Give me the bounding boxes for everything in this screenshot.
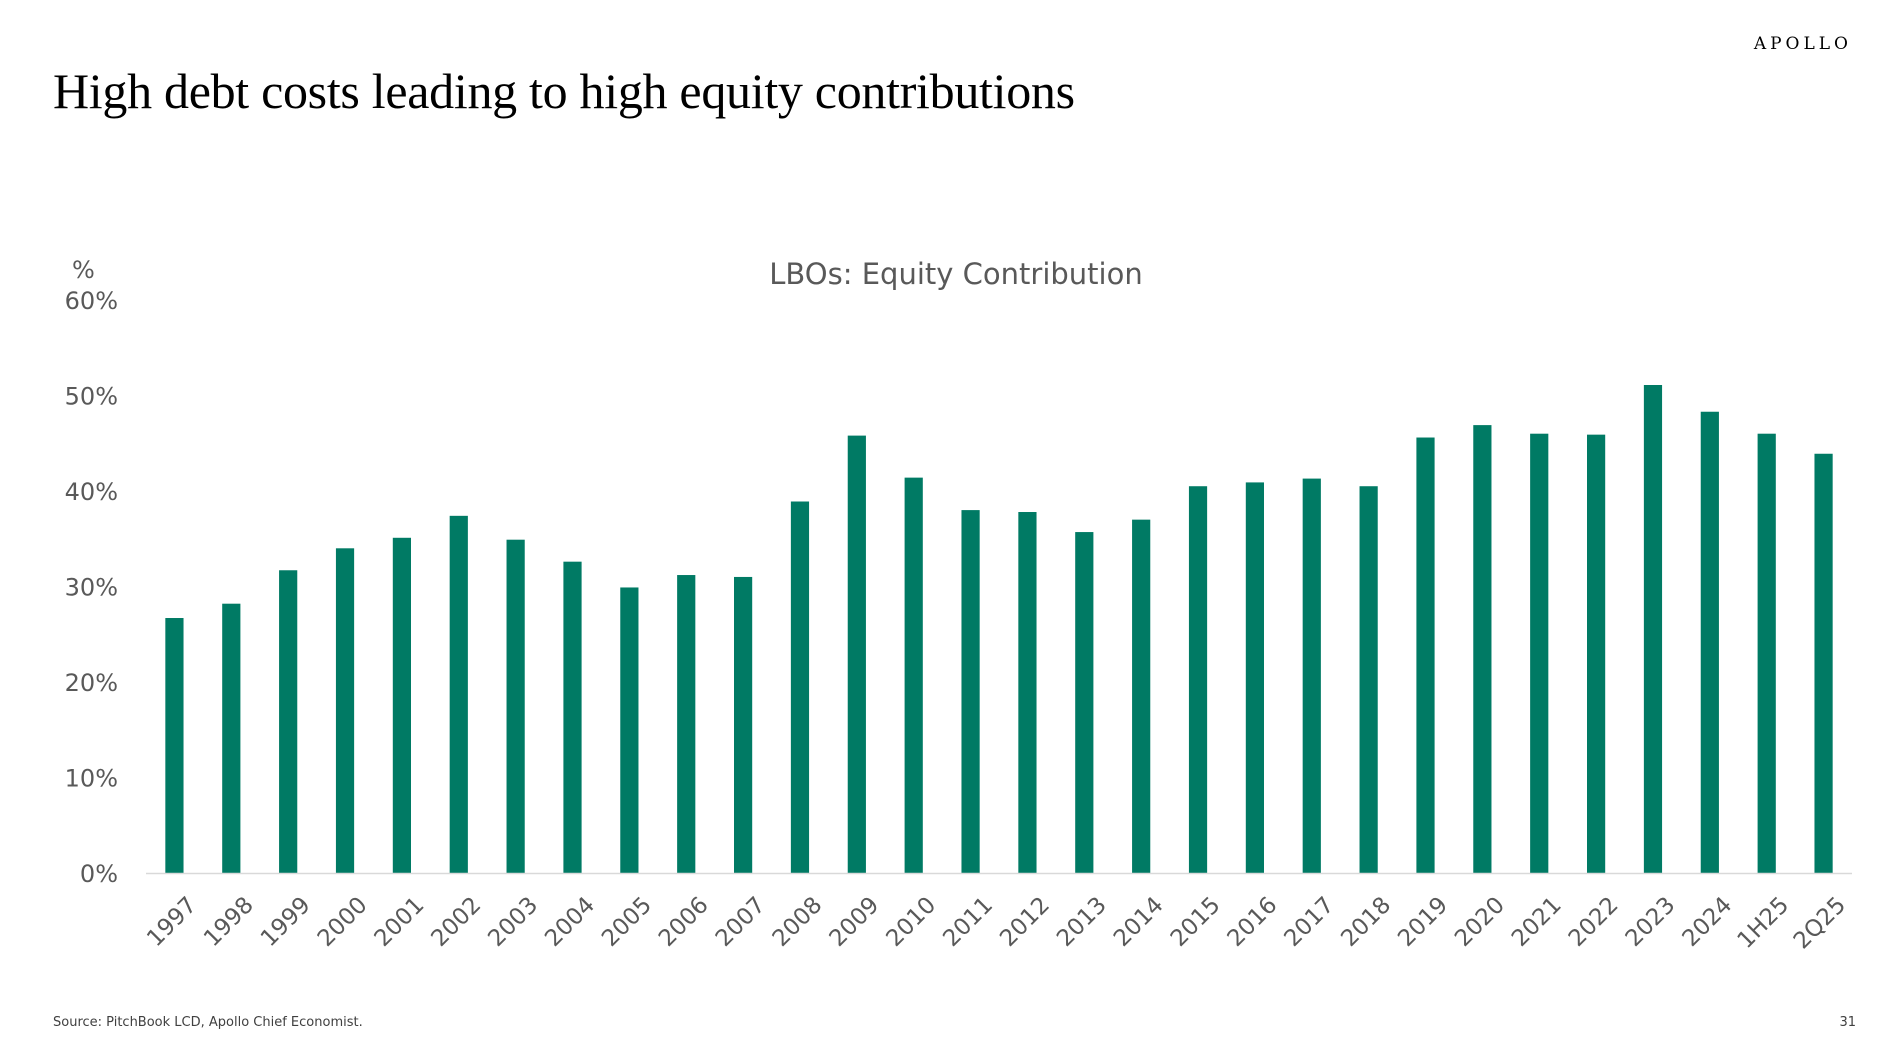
bar	[1700, 411, 1719, 873]
x-tick-label: 2016	[1223, 892, 1283, 952]
bar	[734, 576, 753, 873]
bar	[222, 603, 241, 873]
x-tick-label: 2004	[540, 892, 600, 952]
x-tick-label: 2022	[1564, 892, 1624, 952]
bar	[1188, 486, 1208, 873]
bar	[904, 477, 923, 873]
chart-title: LBOs: Equity Contribution	[769, 257, 1142, 291]
x-tick-label: 1H25	[1733, 892, 1795, 954]
x-tick-label: 2007	[711, 892, 771, 952]
x-tick-label: 2010	[881, 892, 941, 952]
x-tick-label: 2009	[825, 892, 885, 952]
bar	[449, 515, 468, 873]
bar	[506, 539, 525, 873]
page-title: High debt costs leading to high equity c…	[53, 63, 1075, 119]
x-tick-label: 2020	[1450, 892, 1510, 952]
x-tick-label: 2005	[597, 892, 657, 952]
x-tick-label: 2003	[483, 892, 543, 952]
bar	[1132, 519, 1151, 873]
x-tick-label: 2006	[654, 892, 714, 952]
x-tick-label: 1999	[256, 892, 316, 952]
x-tick-label: 2017	[1280, 892, 1340, 952]
page-number: 31	[1839, 1015, 1856, 1030]
y-axis-unit-label: %	[72, 256, 95, 284]
x-tick-label: 2000	[313, 892, 373, 952]
y-tick-label: 30%	[65, 574, 118, 602]
bar	[392, 537, 411, 873]
bar	[790, 501, 810, 873]
x-tick-label: 2024	[1678, 892, 1738, 952]
x-tick-label: 1997	[142, 892, 202, 952]
x-tick-label: 2014	[1109, 892, 1169, 952]
x-tick-label: 2019	[1393, 892, 1453, 952]
x-axis: 1997199819992000200120022003200420052006…	[142, 892, 1851, 954]
bar	[563, 561, 582, 873]
bar	[1757, 433, 1776, 873]
y-tick-label: 40%	[65, 478, 118, 506]
y-axis: 0% 10% 20% 30% 40% 50% 60%	[65, 287, 118, 888]
x-tick-label: 2002	[427, 892, 487, 952]
x-tick-label: 2012	[995, 892, 1055, 952]
x-tick-label: 2011	[938, 892, 998, 952]
bar	[1416, 437, 1435, 873]
x-tick-label: 2023	[1621, 892, 1681, 952]
bar	[677, 575, 696, 873]
y-tick-label: 0%	[80, 860, 118, 888]
x-tick-label: 1998	[199, 892, 259, 952]
x-tick-label: 2013	[1052, 892, 1112, 952]
bar	[1814, 453, 1833, 873]
bar	[1075, 532, 1094, 873]
bar	[279, 570, 298, 873]
x-tick-label: 2021	[1507, 892, 1567, 952]
y-tick-label: 50%	[65, 383, 118, 411]
bar	[1245, 482, 1264, 873]
bar	[620, 587, 639, 873]
bar	[1643, 385, 1663, 873]
bar	[1359, 486, 1378, 873]
bar	[847, 435, 866, 873]
bar	[1587, 434, 1606, 873]
bar	[1302, 478, 1321, 873]
bar	[165, 618, 184, 873]
x-tick-label: 2018	[1336, 892, 1396, 952]
x-tick-label: 2008	[768, 892, 828, 952]
bar	[1018, 512, 1037, 873]
y-tick-label: 60%	[65, 287, 118, 315]
x-tick-label: 2Q25	[1789, 892, 1851, 954]
bar	[1530, 433, 1549, 873]
source-note: Source: PitchBook LCD, Apollo Chief Econ…	[53, 1015, 363, 1030]
brand-logo: APOLLO	[1753, 34, 1852, 54]
x-tick-label: 2001	[370, 892, 430, 952]
bar	[961, 510, 980, 873]
bar	[1473, 425, 1492, 873]
y-tick-label: 10%	[65, 765, 118, 793]
bar-series	[165, 385, 1833, 873]
bar	[335, 548, 355, 873]
y-tick-label: 20%	[65, 669, 118, 697]
x-tick-label: 2015	[1166, 892, 1226, 952]
